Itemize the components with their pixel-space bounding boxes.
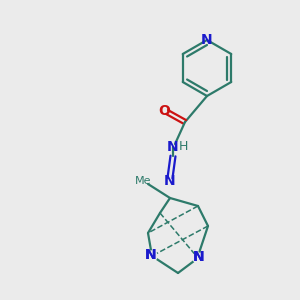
Circle shape (193, 253, 203, 263)
Text: N: N (145, 248, 157, 262)
Text: N: N (201, 33, 213, 47)
Text: Me: Me (135, 176, 151, 186)
Text: N: N (167, 140, 179, 154)
Text: N: N (145, 248, 157, 262)
Text: O: O (158, 104, 170, 118)
Circle shape (147, 251, 157, 261)
Text: N: N (164, 174, 176, 188)
Text: N: N (193, 250, 205, 264)
Text: N: N (193, 250, 205, 264)
Text: H: H (178, 140, 188, 154)
